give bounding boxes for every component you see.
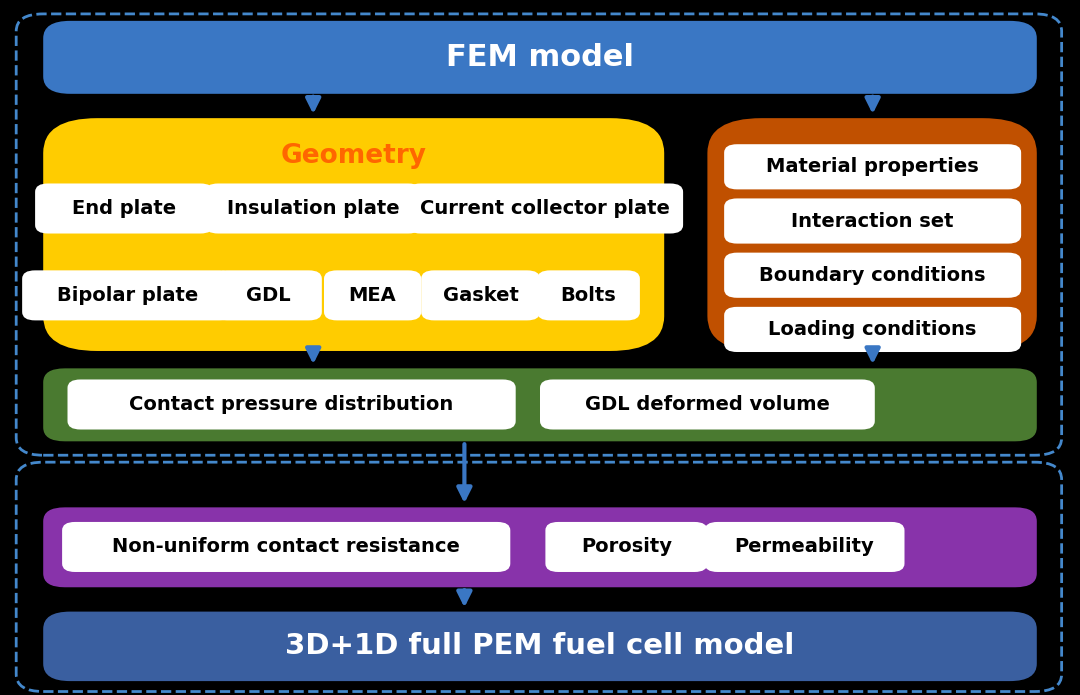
FancyBboxPatch shape [408,183,684,234]
FancyBboxPatch shape [205,183,421,234]
FancyBboxPatch shape [725,307,1022,352]
Text: Bolts: Bolts [561,286,617,305]
FancyBboxPatch shape [43,368,1037,441]
Text: MEA: MEA [349,286,396,305]
FancyBboxPatch shape [725,252,1022,297]
Text: GDL deformed volume: GDL deformed volume [585,395,829,414]
FancyBboxPatch shape [707,118,1037,351]
Text: Insulation plate: Insulation plate [227,199,400,218]
Text: Contact pressure distribution: Contact pressure distribution [130,395,454,414]
FancyBboxPatch shape [43,507,1037,587]
FancyBboxPatch shape [35,183,214,234]
Text: Porosity: Porosity [581,537,672,557]
Text: Permeability: Permeability [734,537,875,557]
FancyBboxPatch shape [68,379,516,430]
FancyBboxPatch shape [725,198,1022,243]
FancyBboxPatch shape [704,522,904,572]
FancyBboxPatch shape [43,21,1037,94]
Text: Non-uniform contact resistance: Non-uniform contact resistance [112,537,460,557]
Text: Interaction set: Interaction set [792,211,954,231]
Text: GDL: GDL [245,286,291,305]
FancyBboxPatch shape [725,144,1022,189]
FancyBboxPatch shape [421,270,540,320]
Text: End plate: End plate [72,199,176,218]
FancyBboxPatch shape [538,270,639,320]
Text: Boundary conditions: Boundary conditions [759,265,986,285]
Text: Gasket: Gasket [443,286,518,305]
FancyBboxPatch shape [540,379,875,430]
Text: Geometry: Geometry [281,143,427,170]
FancyBboxPatch shape [214,270,322,320]
Text: Material properties: Material properties [767,157,978,177]
FancyBboxPatch shape [43,612,1037,681]
FancyBboxPatch shape [63,522,511,572]
Text: Loading conditions: Loading conditions [769,320,976,339]
Text: Current collector plate: Current collector plate [420,199,671,218]
FancyBboxPatch shape [545,522,707,572]
Text: FEM model: FEM model [446,43,634,72]
FancyBboxPatch shape [43,118,664,351]
FancyBboxPatch shape [22,270,233,320]
Text: Bipolar plate: Bipolar plate [57,286,198,305]
Text: 3D+1D full PEM fuel cell model: 3D+1D full PEM fuel cell model [285,632,795,660]
FancyBboxPatch shape [324,270,421,320]
